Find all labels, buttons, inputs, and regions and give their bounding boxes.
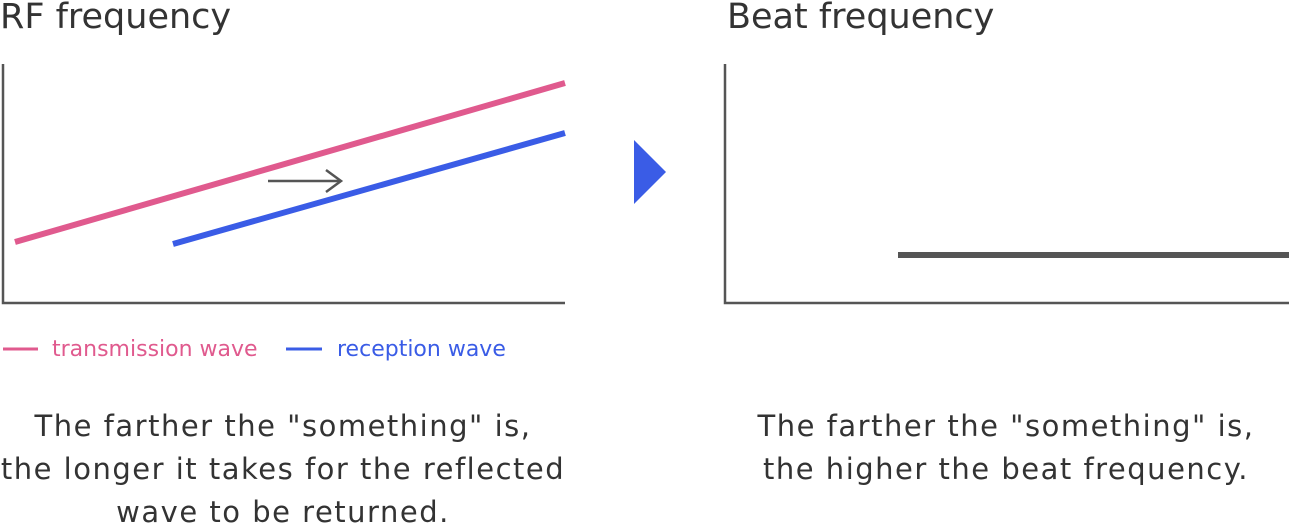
right-title: Beat frequency [727,0,994,37]
arrow-head [325,168,344,194]
caption-line: wave to be returned. [116,495,450,527]
caption-line: The farther the "something" is, [757,409,1255,443]
left-title: RF frequency [0,0,231,37]
caption-line: The farther the "something" is, [34,409,532,443]
next-arrow [634,140,666,204]
legend-label: transmission wave [52,337,258,362]
axes [723,64,1289,305]
caption-line: the longer it takes for the reflected [1,452,565,486]
axes [1,64,565,305]
transmission-line [14,80,566,245]
legend-label: reception wave [337,337,506,362]
caption-line: the higher the beat frequency. [763,452,1249,486]
shift-arrow [268,168,344,194]
reception-line [172,130,566,247]
left-axes [1,64,565,305]
